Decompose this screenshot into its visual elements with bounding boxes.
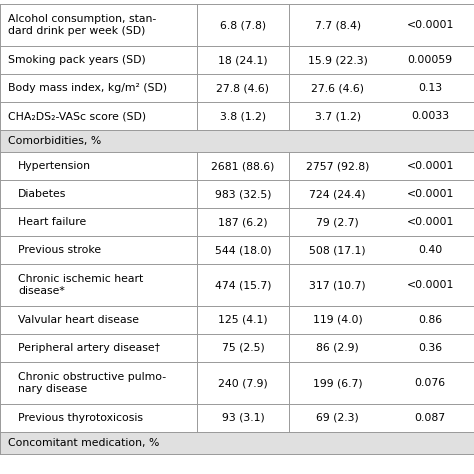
Text: 240 (7.9): 240 (7.9) [218,378,268,388]
Text: Concomitant medication, %: Concomitant medication, % [8,438,159,448]
Text: Heart failure: Heart failure [18,217,86,227]
Text: 75 (2.5): 75 (2.5) [221,343,264,353]
Text: <0.0001: <0.0001 [407,280,454,290]
Text: 18 (24.1): 18 (24.1) [218,55,268,65]
Text: 474 (15.7): 474 (15.7) [215,280,271,290]
Text: Smoking pack years (SD): Smoking pack years (SD) [8,55,146,65]
Text: 0.00059: 0.00059 [408,55,453,65]
Text: Valvular heart disease: Valvular heart disease [18,315,139,325]
Text: Previous stroke: Previous stroke [18,245,101,255]
Text: <0.0001: <0.0001 [407,20,454,30]
Text: 508 (17.1): 508 (17.1) [310,245,366,255]
Text: 119 (4.0): 119 (4.0) [313,315,363,325]
Text: CHA₂DS₂-VASc score (SD): CHA₂DS₂-VASc score (SD) [8,111,146,121]
Text: 7.7 (8.4): 7.7 (8.4) [315,20,361,30]
Text: 0.0033: 0.0033 [411,111,449,121]
Text: 0.36: 0.36 [418,343,442,353]
Text: 544 (18.0): 544 (18.0) [215,245,271,255]
Text: Comorbidities, %: Comorbidities, % [8,136,101,146]
Text: 199 (6.7): 199 (6.7) [313,378,363,388]
Text: <0.0001: <0.0001 [407,161,454,171]
Bar [0,432,474,454]
Text: 27.6 (4.6): 27.6 (4.6) [311,83,364,93]
Text: 3.7 (1.2): 3.7 (1.2) [315,111,361,121]
Text: Chronic ischemic heart
disease*: Chronic ischemic heart disease* [18,274,143,296]
Text: 27.8 (4.6): 27.8 (4.6) [217,83,269,93]
Bar [0,130,474,152]
Text: 15.9 (22.3): 15.9 (22.3) [308,55,368,65]
Text: 79 (2.7): 79 (2.7) [316,217,359,227]
Text: 86 (2.9): 86 (2.9) [316,343,359,353]
Text: 983 (32.5): 983 (32.5) [215,189,271,199]
Text: 0.13: 0.13 [418,83,442,93]
Text: 0.076: 0.076 [415,378,446,388]
Text: 2757 (92.8): 2757 (92.8) [306,161,369,171]
Text: 3.8 (1.2): 3.8 (1.2) [220,111,266,121]
Text: Hypertension: Hypertension [18,161,91,171]
Text: <0.0001: <0.0001 [407,217,454,227]
Text: 125 (4.1): 125 (4.1) [218,315,268,325]
Text: 0.087: 0.087 [415,413,446,423]
Text: 2681 (88.6): 2681 (88.6) [211,161,274,171]
Text: <0.0001: <0.0001 [407,189,454,199]
Text: Alcohol consumption, stan-
dard drink per week (SD): Alcohol consumption, stan- dard drink pe… [8,14,156,36]
Text: Previous thyrotoxicosis: Previous thyrotoxicosis [18,413,143,423]
Text: 0.86: 0.86 [418,315,442,325]
Text: Peripheral artery disease†: Peripheral artery disease† [18,343,160,353]
Text: 724 (24.4): 724 (24.4) [310,189,366,199]
Text: Diabetes: Diabetes [18,189,66,199]
Text: 187 (6.2): 187 (6.2) [218,217,268,227]
Text: 0.40: 0.40 [418,245,442,255]
Text: 69 (2.3): 69 (2.3) [316,413,359,423]
Text: 6.8 (7.8): 6.8 (7.8) [220,20,266,30]
Text: 93 (3.1): 93 (3.1) [221,413,264,423]
Text: 317 (10.7): 317 (10.7) [310,280,366,290]
Text: Chronic obstructive pulmo-
nary disease: Chronic obstructive pulmo- nary disease [18,372,166,394]
Text: Body mass index, kg/m² (SD): Body mass index, kg/m² (SD) [8,83,167,93]
